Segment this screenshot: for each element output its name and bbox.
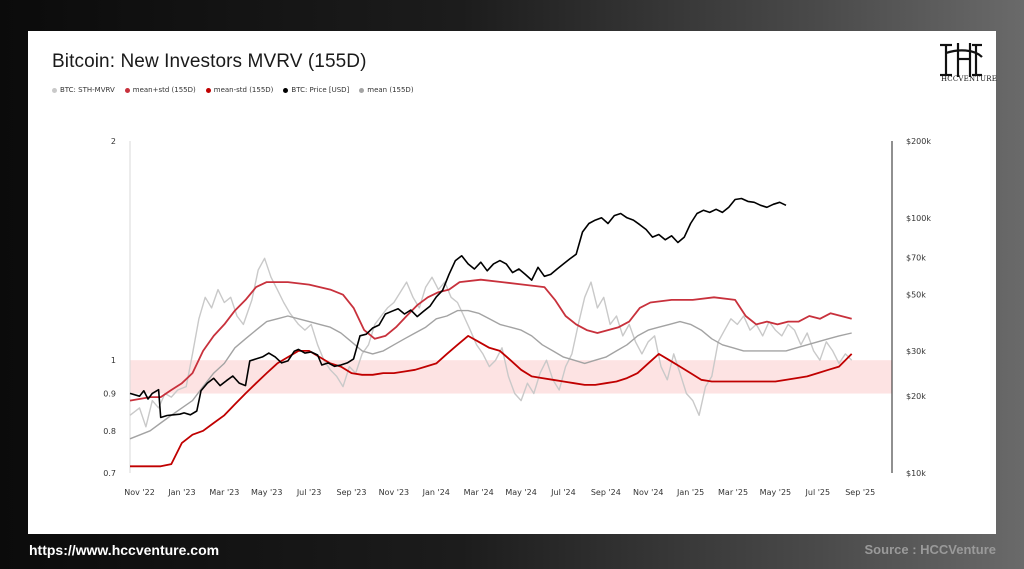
x-tick-label: Nov '23 — [379, 488, 410, 497]
legend-item[interactable]: mean (155D) — [359, 86, 414, 94]
right-tick-label: $10k — [906, 469, 926, 478]
x-tick-label: Jul '23 — [296, 488, 322, 497]
legend-swatch — [283, 87, 289, 93]
logo-wordmark: HCCVENTURE — [941, 75, 998, 83]
x-tick-label: Mar '25 — [718, 488, 748, 497]
legend-swatch — [52, 87, 57, 93]
legend-label: mean+std (155D) — [132, 86, 196, 94]
legend-item[interactable]: BTC: Price [USD] — [283, 86, 349, 94]
left-tick-label: 0.7 — [103, 469, 116, 478]
legend-item[interactable]: mean-std (155D) — [205, 86, 274, 94]
left-tick-label: 2 — [111, 137, 116, 146]
x-tick-label: Jul '25 — [805, 488, 831, 497]
x-tick-label: Jan '24 — [422, 488, 450, 497]
x-tick-label: Nov '24 — [633, 488, 664, 497]
x-tick-label: Mar '23 — [209, 488, 239, 497]
x-tick-label: Mar '24 — [464, 488, 494, 497]
x-tick-label: May '24 — [505, 488, 536, 497]
series-line — [130, 335, 853, 468]
legend-label: mean-std (155D) — [213, 86, 274, 94]
series-line — [129, 197, 787, 419]
right-tick-label: $50k — [906, 291, 926, 300]
legend-item[interactable]: BTC: STH-MVRV — [52, 86, 115, 94]
left-tick-label: 1 — [111, 356, 116, 365]
series-line — [129, 257, 853, 428]
chart-title: Bitcoin: New Investors MVRV (155D) — [52, 51, 367, 72]
chart-legend: BTC: STH-MVRV mean+std (155D) mean-std (15… — [52, 86, 414, 94]
x-tick-label: Jan '23 — [167, 488, 195, 497]
series-line — [129, 278, 852, 402]
legend-swatch — [205, 87, 211, 93]
left-tick-label: 0.8 — [103, 427, 116, 436]
x-tick-label: Jan '25 — [676, 488, 704, 497]
right-tick-label: $100k — [906, 214, 931, 223]
logo-icon — [940, 43, 983, 77]
chart-card: Bitcoin: New Investors MVRV (155D) BTC: … — [28, 31, 998, 534]
x-tick-label: May '23 — [251, 488, 282, 497]
chart-plot: 2 1 0.9 0.8 0.7 $200k $100k $70k $50k $30k $20k $10… — [103, 137, 931, 497]
left-tick-label: 0.9 — [103, 390, 116, 399]
legend-label: BTC: Price [USD] — [291, 86, 350, 94]
x-tick-label: Sep '24 — [591, 488, 621, 497]
legend-label: BTC: STH-MVRV — [60, 86, 115, 94]
mvrv-band — [130, 360, 892, 394]
legend-swatch — [359, 87, 365, 93]
right-tick-label: $30k — [906, 347, 926, 356]
right-tick-label: $200k — [906, 137, 931, 146]
legend-swatch — [124, 87, 130, 93]
website-url[interactable]: https://www.hccventure.com — [29, 542, 220, 558]
x-tick-label: Sep '23 — [336, 488, 366, 497]
x-tick-label: Sep '25 — [845, 488, 875, 497]
x-tick-label: Jul '24 — [550, 488, 576, 497]
source-credit: Source : HCCVenture — [864, 542, 996, 557]
x-tick-label: Nov '22 — [124, 488, 155, 497]
x-tick-label: May '25 — [760, 488, 791, 497]
legend-label: mean (155D) — [367, 86, 414, 94]
right-tick-label: $20k — [906, 392, 926, 401]
series-line — [129, 309, 852, 440]
right-tick-label: $70k — [906, 253, 926, 262]
legend-item[interactable]: mean+std (155D) — [124, 86, 196, 94]
